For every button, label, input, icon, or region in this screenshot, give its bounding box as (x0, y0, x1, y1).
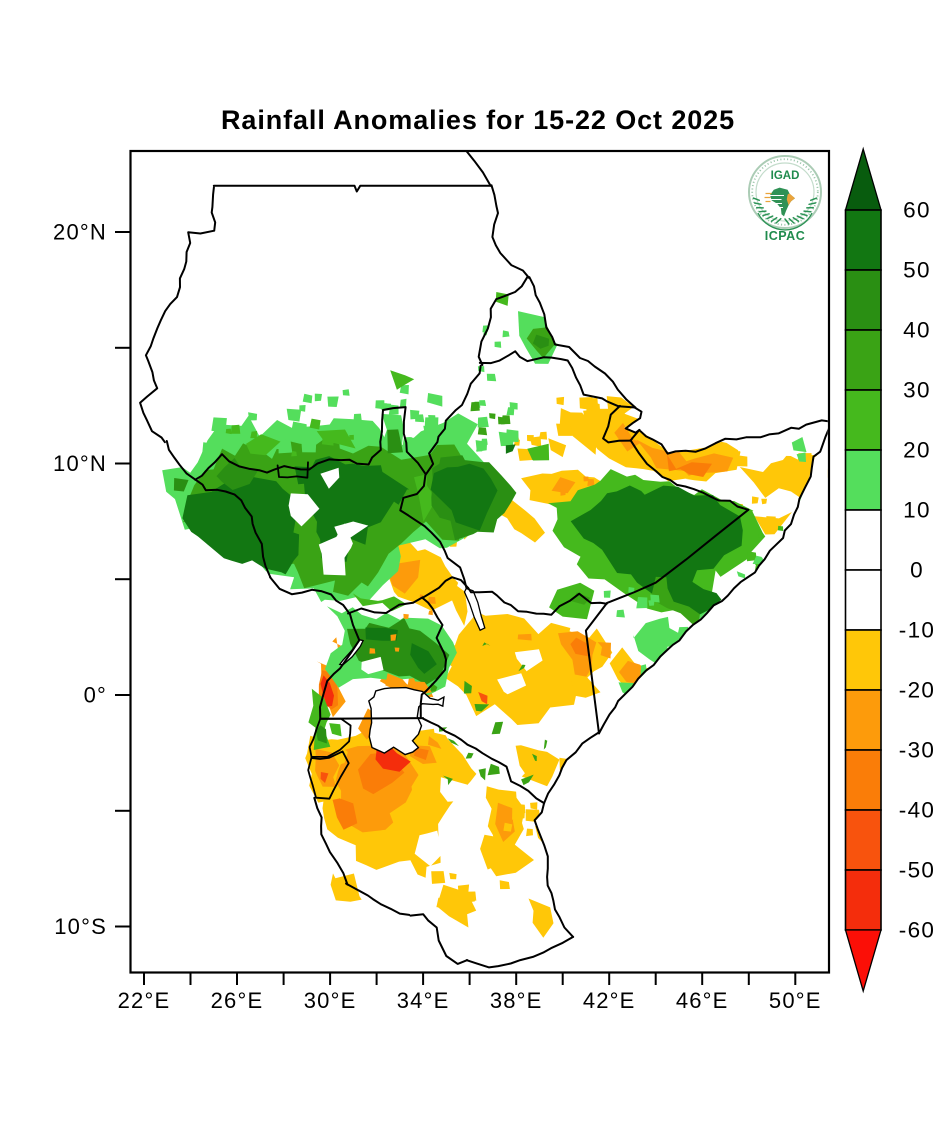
svg-text:-40: -40 (899, 798, 935, 823)
svg-text:10°S: 10°S (54, 914, 107, 939)
svg-text:30°E: 30°E (304, 988, 357, 1013)
svg-text:ICPAC: ICPAC (765, 229, 805, 243)
svg-text:-50: -50 (899, 858, 935, 883)
svg-text:50: 50 (903, 258, 931, 283)
svg-text:-30: -30 (899, 738, 935, 763)
svg-text:10: 10 (903, 498, 931, 523)
svg-text:42°E: 42°E (583, 988, 636, 1013)
svg-text:Rainfall Anomalies for 15-22 O: Rainfall Anomalies for 15-22 Oct 2025 (221, 105, 735, 135)
svg-text:IGAD: IGAD (771, 170, 800, 182)
svg-text:26°E: 26°E (211, 988, 264, 1013)
svg-text:40: 40 (903, 318, 931, 343)
svg-text:22°E: 22°E (118, 988, 171, 1013)
svg-text:0°: 0° (84, 683, 107, 708)
svg-text:10°N: 10°N (53, 451, 107, 476)
svg-text:-60: -60 (899, 918, 935, 943)
svg-text:20°N: 20°N (53, 220, 107, 245)
svg-text:-20: -20 (899, 678, 935, 703)
svg-text:46°E: 46°E (676, 988, 729, 1013)
svg-text:38°E: 38°E (490, 988, 543, 1013)
svg-text:-10: -10 (899, 618, 935, 643)
svg-text:34°E: 34°E (397, 988, 450, 1013)
svg-text:50°E: 50°E (769, 988, 822, 1013)
svg-text:20: 20 (903, 438, 931, 463)
svg-text:60: 60 (903, 198, 931, 223)
svg-text:30: 30 (903, 378, 931, 403)
svg-text:0: 0 (910, 558, 924, 583)
